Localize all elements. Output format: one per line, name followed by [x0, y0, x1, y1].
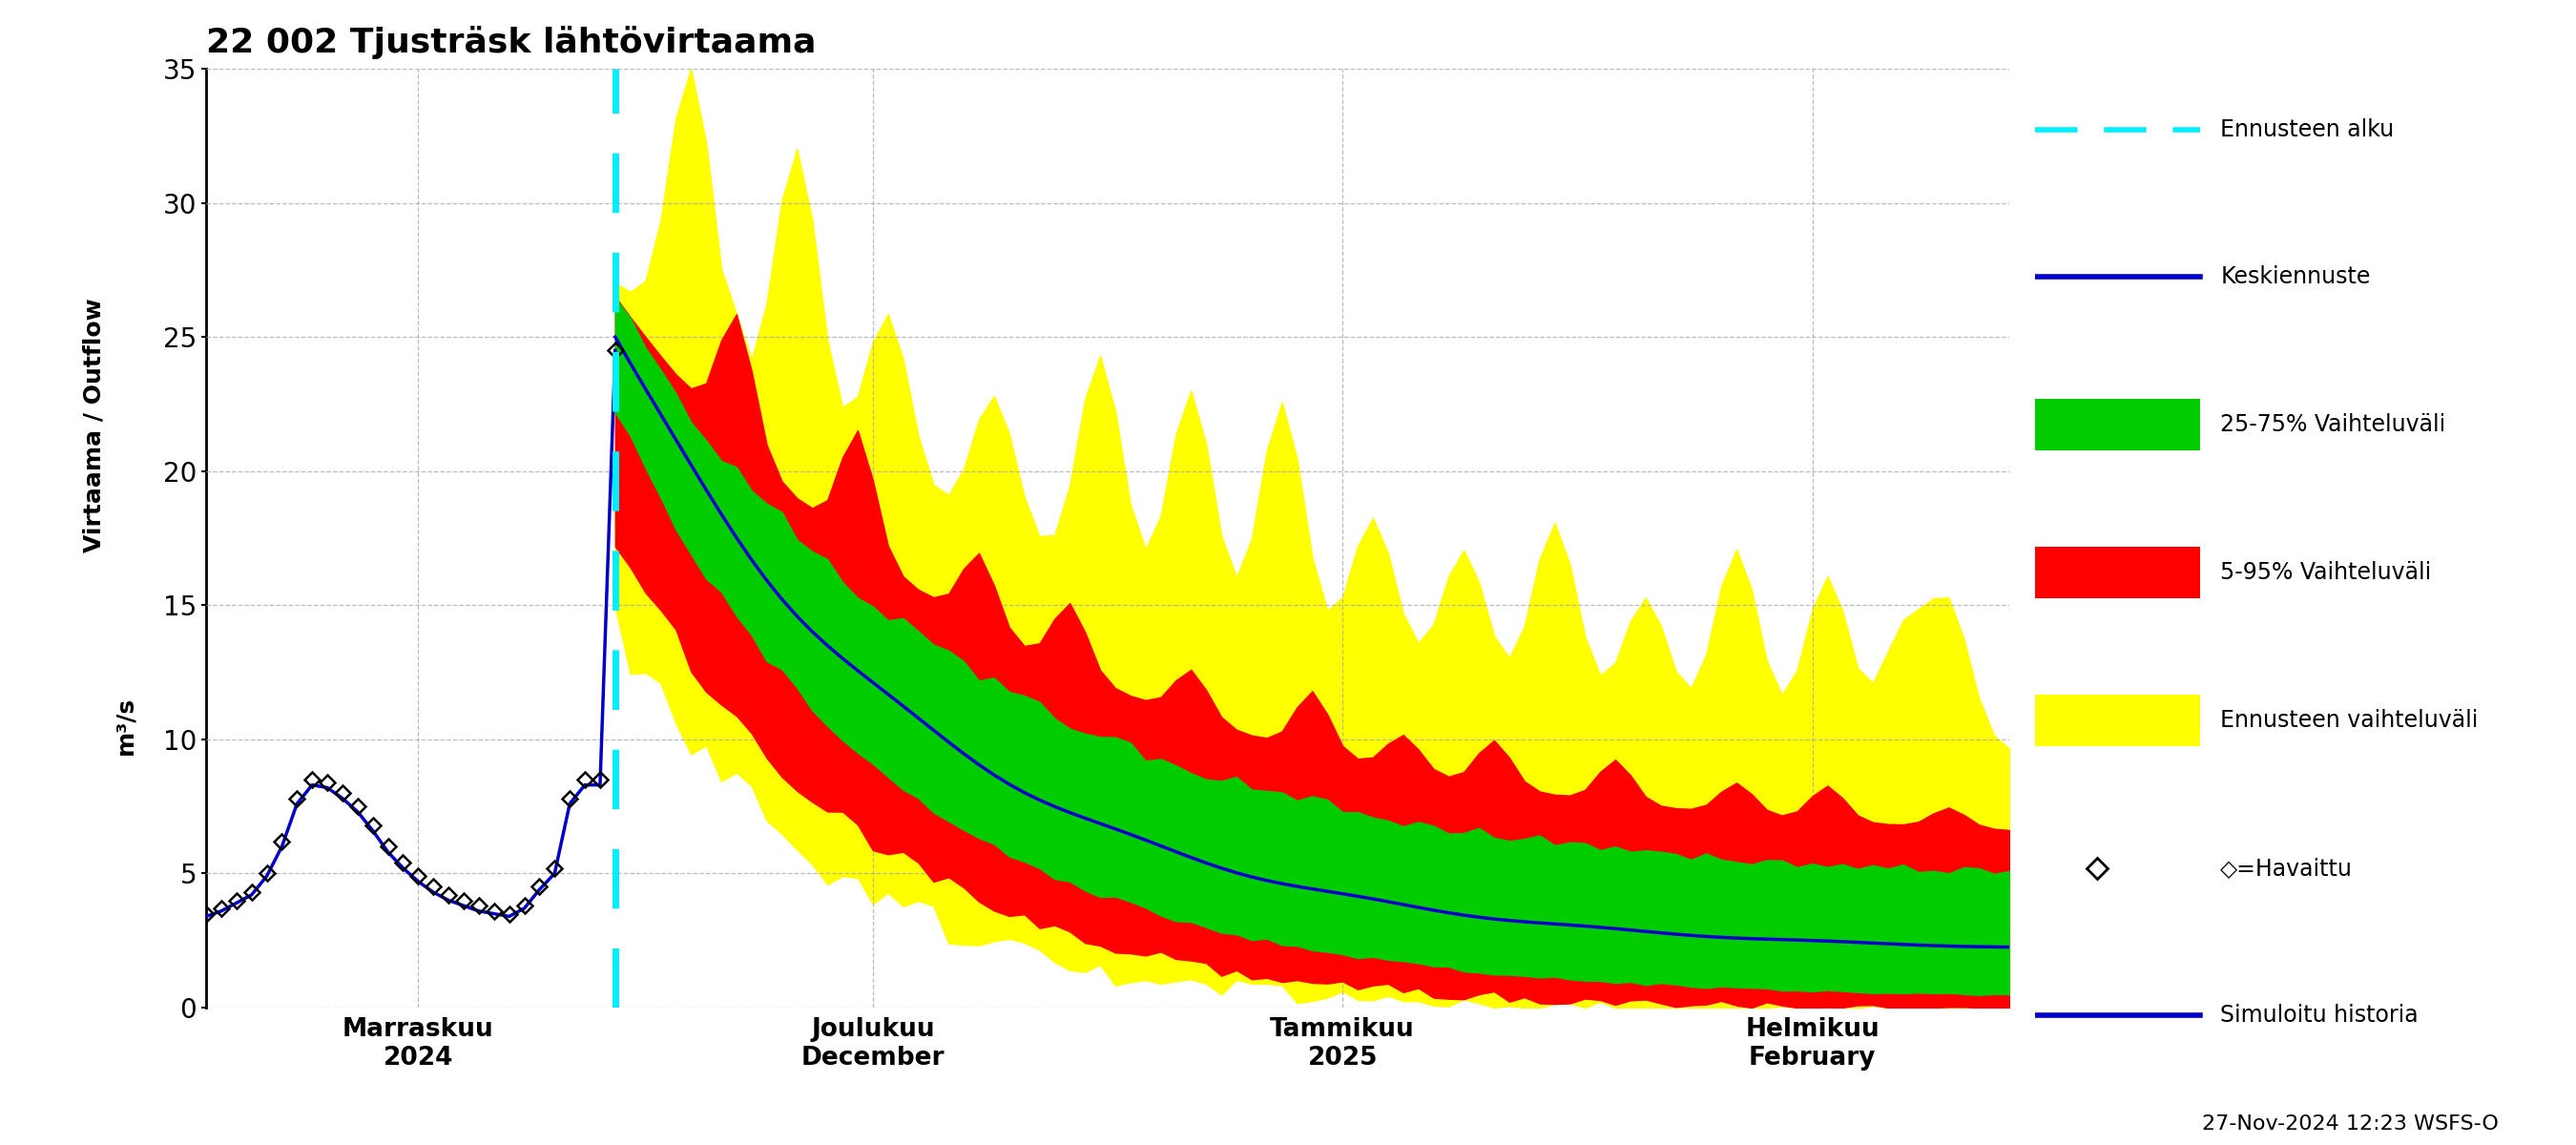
Text: m³/s: m³/s: [113, 697, 137, 755]
Text: 5-95% Vaihteluväli: 5-95% Vaihteluväli: [2221, 561, 2432, 584]
Text: Ennusteen alku: Ennusteen alku: [2221, 118, 2393, 141]
Text: 22 002 Tjusträsk lähtövirtaama: 22 002 Tjusträsk lähtövirtaama: [206, 26, 817, 60]
Bar: [2035, 400, 2200, 450]
Text: 25-75% Vaihteluväli: 25-75% Vaihteluväli: [2221, 413, 2447, 436]
Bar: [2035, 694, 2200, 747]
Text: Simuloitu historia: Simuloitu historia: [2221, 1004, 2419, 1027]
Text: Keskiennuste: Keskiennuste: [2221, 266, 2370, 289]
Text: Ennusteen vaihteluväli: Ennusteen vaihteluväli: [2221, 709, 2478, 732]
Text: 27-Nov-2024 12:23 WSFS-O: 27-Nov-2024 12:23 WSFS-O: [2202, 1114, 2499, 1134]
Text: Virtaama / Outflow: Virtaama / Outflow: [82, 298, 106, 553]
Bar: [2035, 546, 2200, 598]
Text: ◇=Havaittu: ◇=Havaittu: [2221, 856, 2352, 879]
